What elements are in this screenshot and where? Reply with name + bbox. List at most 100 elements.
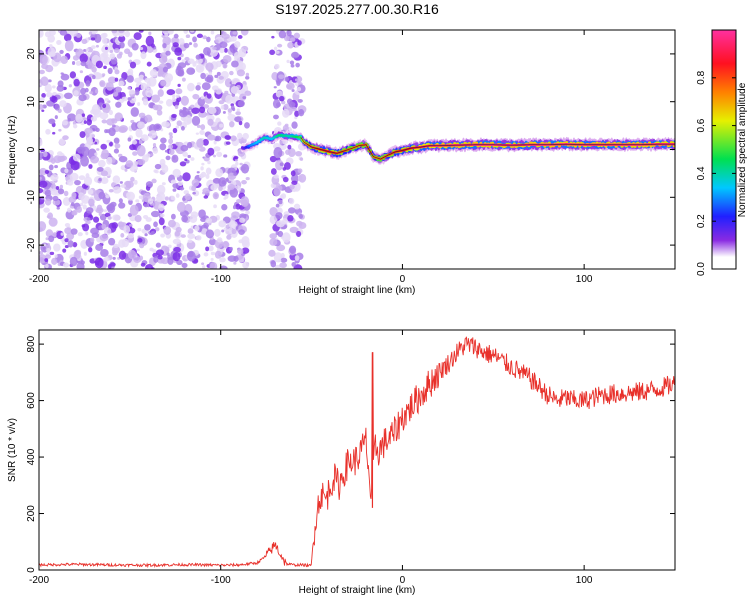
noise-speckle xyxy=(189,214,198,223)
noise-speckle xyxy=(237,35,243,39)
noise-speckle xyxy=(190,157,195,161)
noise-speckle xyxy=(124,30,131,38)
noise-speckle xyxy=(136,158,146,166)
noise-speckle xyxy=(166,252,170,256)
noise-speckle xyxy=(39,30,44,38)
noise-speckle xyxy=(215,39,219,44)
noise-speckle xyxy=(233,172,238,176)
noise-speckle xyxy=(286,82,295,90)
noise-speckle xyxy=(209,262,218,269)
noise-speckle xyxy=(92,74,96,80)
noise-speckle xyxy=(73,78,80,87)
noise-speckle xyxy=(100,177,109,185)
colorbar-tick-label: 0.0 xyxy=(696,262,707,276)
noise-speckle xyxy=(269,215,278,225)
spectrogram-y-tick-label: -20 xyxy=(26,237,37,252)
noise-speckle xyxy=(160,233,166,238)
noise-speckle xyxy=(282,176,289,183)
noise-speckle xyxy=(291,89,295,92)
noise-speckle xyxy=(221,229,225,233)
noise-speckle xyxy=(195,132,199,135)
noise-speckle xyxy=(196,33,203,39)
noise-speckle xyxy=(219,47,225,54)
noise-speckle xyxy=(276,220,285,228)
noise-speckle xyxy=(275,159,284,171)
noise-speckle xyxy=(172,251,181,262)
noise-speckle xyxy=(112,214,121,221)
noise-speckle xyxy=(167,219,176,228)
noise-speckle xyxy=(77,232,83,237)
noise-speckle xyxy=(160,80,167,86)
noise-speckle xyxy=(49,251,55,256)
spectrogram-x-tick-label: 0 xyxy=(400,274,406,285)
noise-speckle xyxy=(108,127,116,137)
noise-speckle xyxy=(288,148,296,158)
noise-speckle xyxy=(172,93,176,99)
noise-speckle xyxy=(295,150,303,157)
noise-speckle xyxy=(87,188,94,195)
noise-speckle xyxy=(76,262,85,269)
noise-speckle xyxy=(134,214,142,223)
noise-speckle xyxy=(269,206,278,217)
noise-speckle xyxy=(155,242,162,248)
noise-speckle xyxy=(289,245,297,254)
noise-speckle xyxy=(138,112,146,119)
noise-speckle xyxy=(107,229,112,234)
noise-speckle xyxy=(290,174,300,183)
noise-speckle xyxy=(182,172,191,182)
spectrogram-y-tick-label: 10 xyxy=(26,96,37,108)
noise-speckle xyxy=(64,223,71,228)
spectrogram-y-tick-label: 20 xyxy=(26,48,37,60)
noise-speckle xyxy=(99,112,109,120)
noise-speckle xyxy=(84,127,93,134)
noise-speckle xyxy=(130,107,140,117)
noise-speckle xyxy=(160,257,170,265)
spectrogram-x-ticks: -200 -100 0 100 xyxy=(29,30,593,285)
noise-speckle xyxy=(39,169,44,174)
noise-speckle xyxy=(112,186,122,194)
noise-speckle xyxy=(237,248,244,255)
noise-speckle xyxy=(164,73,174,83)
noise-speckle xyxy=(175,88,183,95)
noise-speckle-layer xyxy=(39,30,307,269)
snr-x-label: Height of straight line (km) xyxy=(299,585,416,596)
noise-speckle xyxy=(294,78,299,82)
noise-speckle xyxy=(236,198,242,204)
noise-speckle xyxy=(56,206,60,210)
noise-speckle xyxy=(138,140,143,145)
noise-speckle xyxy=(48,217,58,227)
noise-speckle xyxy=(299,157,304,161)
noise-speckle xyxy=(269,233,278,239)
noise-speckle xyxy=(201,162,205,166)
noise-speckle xyxy=(95,44,99,48)
noise-speckle xyxy=(276,244,286,252)
noise-speckle xyxy=(210,184,218,191)
colorbar-gradient xyxy=(712,30,736,269)
noise-speckle xyxy=(44,169,50,175)
noise-speckle xyxy=(108,206,113,212)
noise-speckle xyxy=(207,106,217,115)
noise-speckle xyxy=(278,200,283,205)
noise-speckle xyxy=(41,63,49,70)
snr-x-tick-label: 0 xyxy=(400,575,406,586)
noise-speckle xyxy=(171,97,177,103)
noise-speckle xyxy=(136,248,140,252)
noise-speckle xyxy=(113,137,120,144)
noise-speckle xyxy=(183,114,192,126)
spectrogram-x-tick-label: -100 xyxy=(211,274,231,285)
noise-speckle xyxy=(131,139,138,145)
noise-speckle xyxy=(70,228,78,235)
noise-speckle xyxy=(164,196,169,201)
noise-speckle xyxy=(151,178,157,184)
noise-speckle xyxy=(118,80,125,87)
noise-speckle xyxy=(149,69,158,78)
noise-speckle xyxy=(64,227,72,235)
noise-speckle xyxy=(125,160,134,168)
noise-speckle xyxy=(91,66,97,73)
noise-speckle xyxy=(286,30,292,37)
noise-speckle xyxy=(104,212,111,218)
noise-speckle xyxy=(205,217,213,224)
noise-speckle xyxy=(200,171,207,178)
noise-speckle xyxy=(287,215,294,222)
noise-speckle xyxy=(290,170,296,177)
